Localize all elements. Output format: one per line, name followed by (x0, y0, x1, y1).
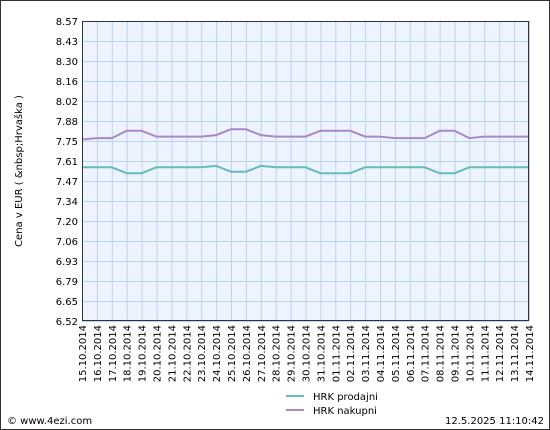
legend: HRK prodajni HRK nakupni (286, 392, 378, 417)
x-tick-label: 11.11.2014 (480, 325, 491, 382)
x-axis-ticks: 15.10.2014 16.10.2014 17.10.2014 18.10.2014… (78, 325, 536, 382)
footer-copyright: © www.4ezi.com (7, 416, 92, 427)
y-tick-label: 8.16 (56, 77, 78, 88)
x-tick-label: 06.11.2014 (406, 325, 417, 382)
grid (82, 21, 530, 322)
y-tick-label: 7.61 (56, 157, 78, 168)
x-tick-label: 09.11.2014 (451, 325, 462, 382)
x-tick-label: 23.10.2014 (197, 325, 208, 382)
x-tick-label: 14.11.2014 (525, 325, 536, 382)
x-tick-label: 26.10.2014 (242, 325, 253, 382)
x-tick-label: 01.11.2014 (331, 325, 342, 382)
legend-label: HRK nakupni (313, 406, 377, 417)
y-axis-label: Cena v EUR ( &nbsp;Hrvaška ) (13, 95, 25, 247)
y-tick-label: 6.52 (56, 317, 78, 328)
y-tick-label: 8.57 (56, 17, 78, 28)
x-tick-label: 25.10.2014 (227, 325, 238, 382)
y-tick-label: 6.65 (56, 297, 78, 308)
x-tick-label: 29.10.2014 (287, 325, 298, 382)
legend-label: HRK prodajni (313, 392, 378, 403)
x-tick-label: 21.10.2014 (167, 325, 178, 382)
x-tick-label: 04.11.2014 (376, 325, 387, 382)
y-tick-label: 7.20 (56, 217, 78, 228)
x-tick-label: 16.10.2014 (93, 325, 104, 382)
y-tick-label: 8.30 (56, 57, 78, 68)
y-tick-label: 8.43 (56, 37, 78, 48)
x-tick-label: 20.10.2014 (153, 325, 164, 382)
y-tick-label: 7.06 (56, 237, 78, 248)
x-tick-label: 19.10.2014 (138, 325, 149, 382)
x-tick-label: 22.10.2014 (182, 325, 193, 382)
plot-border (82, 21, 529, 321)
series-line (82, 164, 529, 175)
x-tick-label: 18.10.2014 (123, 325, 134, 382)
series-lines (81, 128, 529, 175)
y-tick-label: 7.34 (56, 197, 78, 208)
x-tick-label: 24.10.2014 (212, 325, 223, 382)
x-tick-label: 12.11.2014 (495, 325, 506, 382)
series-line (81, 128, 529, 141)
x-tick-label: 27.10.2014 (257, 325, 268, 382)
footer-timestamp: 12.5.2025 11:10:42 (445, 416, 544, 427)
y-tick-label: 6.79 (56, 277, 78, 288)
y-tick-label: 6.93 (56, 257, 78, 268)
y-tick-label: 7.75 (56, 137, 78, 148)
y-tick-label: 8.02 (56, 97, 78, 108)
x-tick-label: 10.11.2014 (465, 325, 476, 382)
x-tick-label: 03.11.2014 (361, 325, 372, 382)
y-axis-ticks: 8.57 8.43 8.30 8.16 8.02 7.88 7.75 7.61 7.47 7.34… (56, 17, 78, 328)
y-tick-label: 7.88 (56, 117, 78, 128)
x-tick-label: 28.10.2014 (272, 325, 283, 382)
x-tick-label: 13.11.2014 (510, 325, 521, 382)
x-tick-label: 05.11.2014 (391, 325, 402, 382)
x-tick-label: 15.10.2014 (78, 325, 89, 382)
x-tick-label: 08.11.2014 (436, 325, 447, 382)
x-tick-label: 17.10.2014 (108, 325, 119, 382)
y-tick-label: 7.47 (56, 177, 78, 188)
x-tick-label: 30.10.2014 (302, 325, 313, 382)
x-tick-label: 02.11.2014 (346, 325, 357, 382)
x-tick-label: 07.11.2014 (421, 325, 432, 382)
x-tick-label: 31.10.2014 (316, 325, 327, 382)
